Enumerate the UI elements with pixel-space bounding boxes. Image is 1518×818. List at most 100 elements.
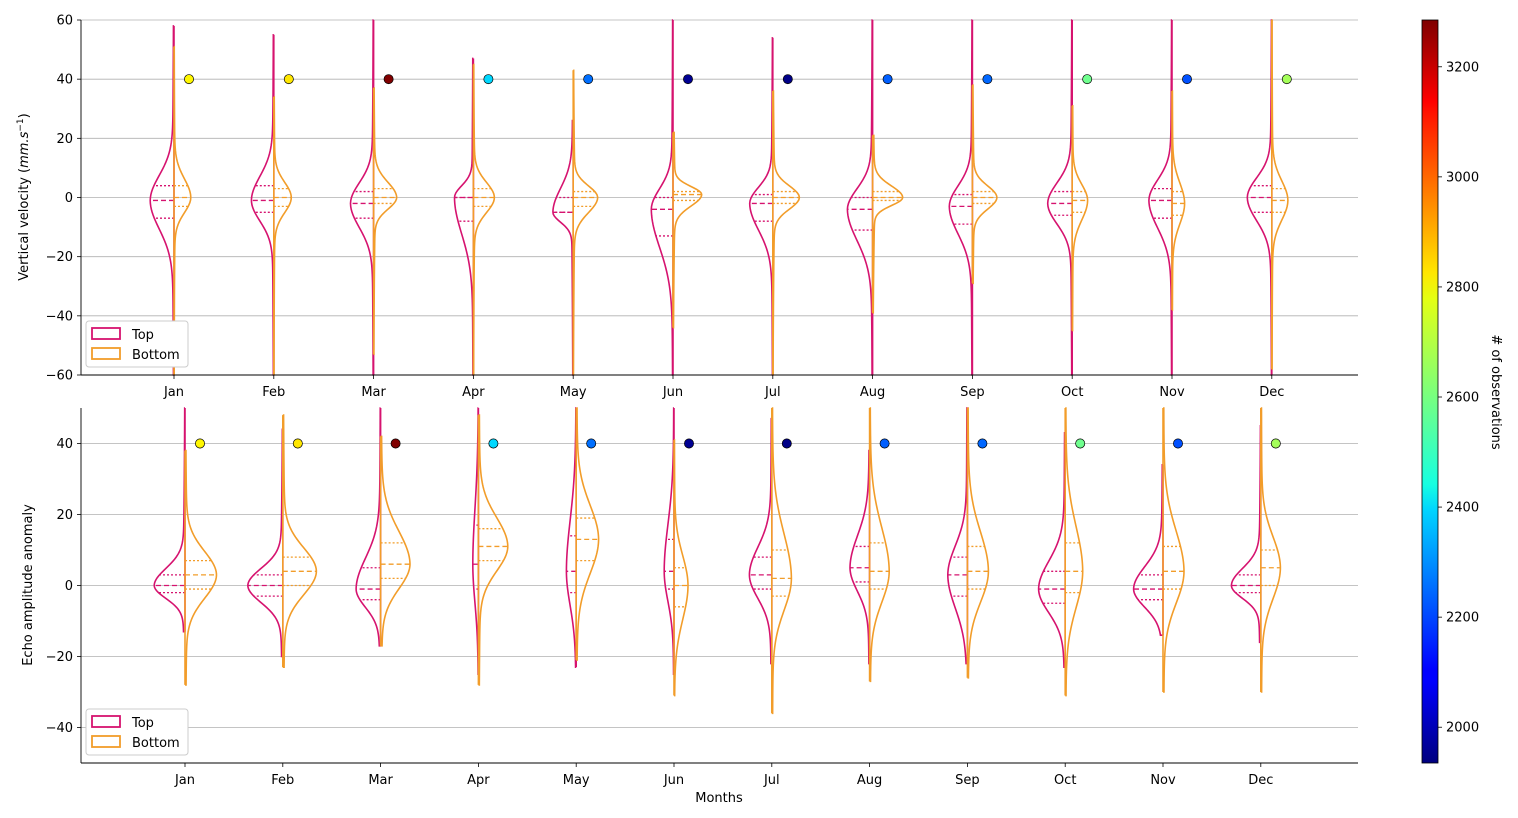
- legend: Top Bottom: [85, 708, 189, 756]
- violin-bottom: [1071, 104, 1089, 332]
- y-tick-label: −20: [46, 650, 73, 665]
- colorbar-ticks: 2000 2200 2400 2600 2800 3000 3200: [1438, 60, 1479, 736]
- observation-count-marker: [683, 74, 693, 85]
- y-tick-labels: −40 −20 0 20 40: [46, 437, 81, 736]
- observation-count-marker: [184, 74, 194, 85]
- x-tick-label: Feb: [262, 385, 285, 400]
- legend-swatch-bottom: [91, 347, 121, 360]
- violin-bottom: [1065, 407, 1084, 697]
- x-tick-label: Jan: [163, 385, 184, 400]
- x-tick-label: Apr: [462, 385, 485, 400]
- colorbar-gradient: [1421, 19, 1439, 764]
- observation-count-marker: [1270, 438, 1281, 449]
- violin-top: [947, 407, 968, 665]
- violin-top: [250, 33, 275, 376]
- observation-count-marker: [383, 74, 394, 85]
- y-tick-label: 40: [56, 73, 73, 88]
- violin-top: [149, 25, 175, 376]
- violin-top: [748, 36, 774, 376]
- violin-bottom: [872, 134, 904, 314]
- legend-swatch-top: [91, 715, 121, 728]
- observation-count-marker: [283, 74, 294, 85]
- observation-count-marker: [586, 438, 597, 449]
- violin-bottom: [576, 407, 600, 661]
- vertical-velocity-panel: −60 −40 −20 0 20 40 60 Jan Feb Mar Apr May Jun Jul Au…: [16, 14, 1358, 400]
- x-tick-label: Dec: [1259, 385, 1284, 400]
- x-tick-label: Jun: [663, 773, 684, 788]
- violin-top: [153, 407, 186, 633]
- violin-top: [471, 407, 479, 676]
- observation-count-marker: [1173, 438, 1183, 449]
- observation-count-marker: [782, 74, 793, 85]
- colorbar-tick-label: 2400: [1446, 501, 1479, 516]
- x-tick-label: Aug: [860, 385, 885, 400]
- y-tick-label: 20: [56, 508, 73, 523]
- x-tick-label: Nov: [1150, 773, 1176, 788]
- observation-count-marker: [1182, 74, 1192, 85]
- y-tick-label: 0: [65, 191, 73, 206]
- observation-count-marker: [390, 438, 401, 449]
- y-tick-label: −40: [46, 721, 73, 736]
- violin-bottom: [972, 84, 998, 285]
- legend-swatch-bottom: [91, 735, 121, 748]
- observation-count-marker: [483, 74, 494, 85]
- violin-top: [552, 119, 574, 376]
- x-tick-label: Mar: [368, 773, 393, 788]
- observation-count-marker: [1281, 74, 1292, 85]
- observation-count-marker: [292, 438, 303, 449]
- y-axis-label: Vertical velocity (mm.s−1): [16, 113, 32, 280]
- violin-bottom: [869, 407, 890, 683]
- violin-bottom: [1260, 407, 1282, 693]
- colorbar-tick-label: 3200: [1446, 60, 1479, 75]
- x-tick-label: Apr: [467, 773, 490, 788]
- y-tick-label: 0: [65, 579, 73, 594]
- colorbar-tick-label: 2000: [1446, 721, 1479, 736]
- violin-bottom: [1171, 90, 1186, 311]
- violin-bottom: [967, 407, 990, 679]
- legend-label-bottom: Bottom: [132, 736, 180, 751]
- x-tick-label: Mar: [361, 385, 386, 400]
- observation-count-marker: [1082, 74, 1093, 85]
- y-tick-label: −40: [46, 309, 73, 324]
- y-axis-label: Echo amplitude anomaly: [21, 504, 36, 666]
- violin-bottom: [572, 69, 599, 376]
- observation-count-marker: [781, 438, 792, 449]
- x-tick-label: Jul: [764, 385, 781, 400]
- violin-bottom: [1271, 19, 1289, 370]
- violin-top: [663, 407, 675, 676]
- x-tick-label: Oct: [1061, 385, 1083, 400]
- observation-count-marker: [882, 74, 893, 85]
- x-tick-label: Nov: [1159, 385, 1185, 400]
- colorbar-label: # of observations: [1488, 334, 1503, 450]
- observation-count-marker: [195, 438, 205, 449]
- x-tick-label: Sep: [955, 773, 980, 788]
- legend-label-top: Top: [131, 328, 154, 343]
- violin-bottom: [771, 407, 793, 715]
- observation-count-marker: [977, 438, 988, 449]
- observation-count-marker: [982, 74, 993, 85]
- x-tick-label: Jan: [174, 773, 195, 788]
- violin-bottom: [772, 90, 801, 376]
- observation-markers: [184, 74, 1292, 85]
- violin-bottom: [185, 449, 218, 686]
- observation-count-marker: [1075, 438, 1086, 449]
- violin-bottom: [373, 87, 398, 356]
- observation-markers: [195, 438, 1281, 449]
- legend-label-top: Top: [131, 716, 154, 731]
- legend: Top Bottom: [85, 320, 189, 368]
- violin-top: [453, 57, 474, 376]
- violin-bottom: [672, 131, 703, 329]
- colorbar-tick-label: 2200: [1446, 611, 1479, 626]
- y-tick-label: 60: [56, 14, 73, 29]
- x-tick-labels: Jan Feb Mar Apr May Jun Jul Aug Sep Oct Nov Dec: [163, 375, 1284, 400]
- y-tick-label: 40: [56, 437, 73, 452]
- y-tick-label: 20: [56, 132, 73, 147]
- x-tick-label: Feb: [271, 773, 294, 788]
- colorbar-tick-label: 2600: [1446, 391, 1479, 406]
- colorbar-tick-label: 3000: [1446, 170, 1479, 185]
- colorbar-tick-label: 2800: [1446, 280, 1479, 295]
- violin-top: [1230, 424, 1262, 644]
- y-tick-label: −20: [46, 250, 73, 265]
- legend-label-bottom: Bottom: [132, 348, 180, 363]
